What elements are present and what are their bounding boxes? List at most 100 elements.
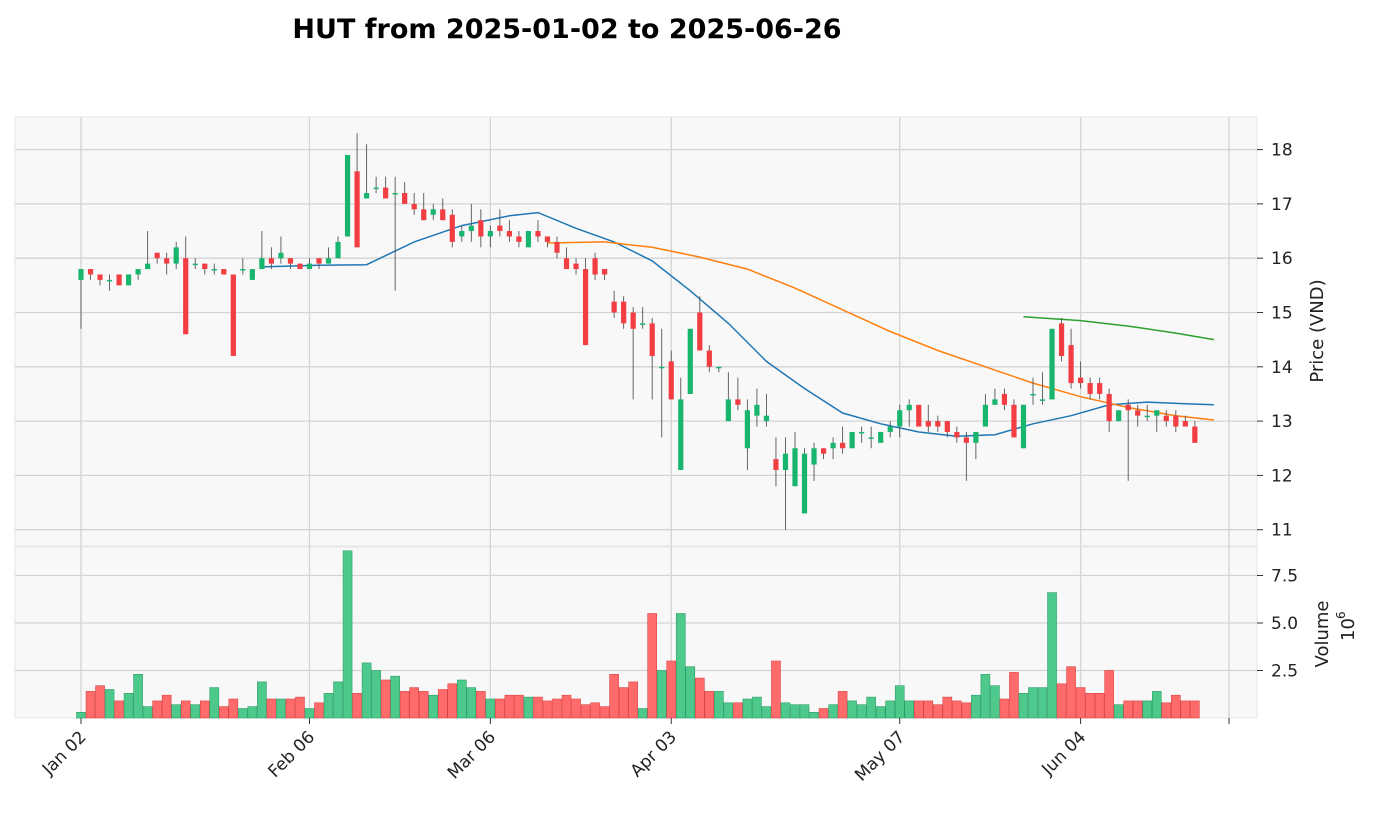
volume-bar xyxy=(447,683,458,719)
volume-bar xyxy=(1171,694,1181,719)
candle-body xyxy=(325,258,332,264)
candle-body xyxy=(1163,415,1169,422)
candle-body xyxy=(820,448,827,454)
candle-body xyxy=(525,231,532,248)
candle-body xyxy=(259,258,265,270)
candle-body xyxy=(106,279,113,282)
volume-bar xyxy=(1151,691,1162,719)
candle-body xyxy=(744,410,750,449)
volume-bar xyxy=(828,704,838,719)
candle-body xyxy=(706,350,712,367)
candle-body xyxy=(906,404,912,411)
volume-bar xyxy=(1085,692,1095,719)
volume-bar xyxy=(1018,692,1029,719)
price-grid xyxy=(15,117,1257,546)
candles xyxy=(78,133,1198,530)
candle-body xyxy=(792,448,798,487)
volume-bar xyxy=(76,711,86,719)
volume-bar xyxy=(790,704,800,719)
volume-bar xyxy=(342,550,353,719)
candle-body xyxy=(116,274,122,286)
candle-body xyxy=(1116,410,1122,422)
volume-multiplier-base: 10 xyxy=(1338,618,1359,641)
candle-body xyxy=(925,421,931,427)
candle-body xyxy=(183,258,189,335)
candle-body xyxy=(497,225,503,232)
volume-bar xyxy=(923,700,934,719)
candle-body xyxy=(716,366,722,369)
volume-bar xyxy=(894,685,905,719)
moving-average-line xyxy=(547,241,1214,421)
volume-bar xyxy=(180,700,191,719)
volume-bar xyxy=(323,692,334,719)
candle-body xyxy=(87,269,94,275)
x-tick-label: Jun 04 xyxy=(1037,727,1090,780)
volume-bar xyxy=(361,662,372,719)
volume-bar xyxy=(647,613,658,719)
candle-body xyxy=(735,399,741,405)
volume-bar xyxy=(1113,704,1124,719)
volume-bar xyxy=(533,696,543,719)
candle-body xyxy=(697,312,703,351)
chart-title: HUT from 2025-01-02 to 2025-06-26 xyxy=(292,14,841,45)
volume-bar xyxy=(666,660,677,719)
volume-bar xyxy=(390,675,400,719)
candle-body xyxy=(725,399,731,422)
candle-body xyxy=(126,274,132,286)
candle-body xyxy=(1068,345,1074,384)
candle-body xyxy=(602,269,608,275)
volume-bar xyxy=(352,692,362,719)
candle-body xyxy=(973,431,979,443)
candle-body xyxy=(992,399,998,405)
price-tick-label: 12 xyxy=(1271,466,1293,486)
candle-body xyxy=(1106,393,1112,422)
candle-body xyxy=(440,209,446,221)
candle-body xyxy=(1020,404,1027,449)
volume-bar xyxy=(418,691,429,719)
candle-body xyxy=(287,258,294,264)
candle-body xyxy=(306,263,313,270)
volume-bar xyxy=(1123,700,1133,719)
volume-bar xyxy=(799,704,810,719)
volume-bar xyxy=(723,702,734,719)
volume-bar xyxy=(456,679,467,719)
volume-tick-label: 5.0 xyxy=(1271,614,1298,634)
volume-bar xyxy=(1075,687,1086,719)
volume-bar xyxy=(85,691,96,719)
candle-body xyxy=(1154,410,1160,416)
volume-bar xyxy=(504,694,515,719)
candle-body xyxy=(154,252,160,259)
volume-bar xyxy=(266,698,277,719)
candle-body xyxy=(640,323,646,325)
candle-body xyxy=(421,209,427,221)
volume-bar xyxy=(704,691,715,719)
volume-bar xyxy=(742,698,753,719)
volume-bar xyxy=(133,673,143,719)
volume-bar xyxy=(571,698,581,719)
candle-body xyxy=(192,263,198,266)
volume-bar xyxy=(114,700,124,719)
price-axis-label: Price (VND) xyxy=(1307,279,1328,382)
volume-bar xyxy=(409,687,420,719)
candle-body xyxy=(535,231,541,237)
volume-bar xyxy=(971,694,981,719)
volume-bar xyxy=(1056,683,1067,719)
candle-body xyxy=(563,258,570,270)
x-tick-label: Apr 03 xyxy=(627,727,681,781)
volume-bar xyxy=(752,696,762,719)
volume-bar xyxy=(1066,666,1076,719)
candle-body xyxy=(1144,415,1150,418)
candle-body xyxy=(621,301,627,324)
volume-bar xyxy=(523,696,534,719)
candle-body xyxy=(506,231,512,237)
volume-bar xyxy=(333,681,343,719)
candle-body xyxy=(97,274,103,280)
candle-body xyxy=(687,328,693,394)
candle-body xyxy=(592,258,598,275)
candle-body xyxy=(678,399,684,470)
candle-body xyxy=(278,252,284,259)
x-tick-label: May 07 xyxy=(851,727,909,785)
candle-body xyxy=(430,209,436,215)
volume-bar xyxy=(875,706,886,719)
candle-body xyxy=(516,236,522,242)
